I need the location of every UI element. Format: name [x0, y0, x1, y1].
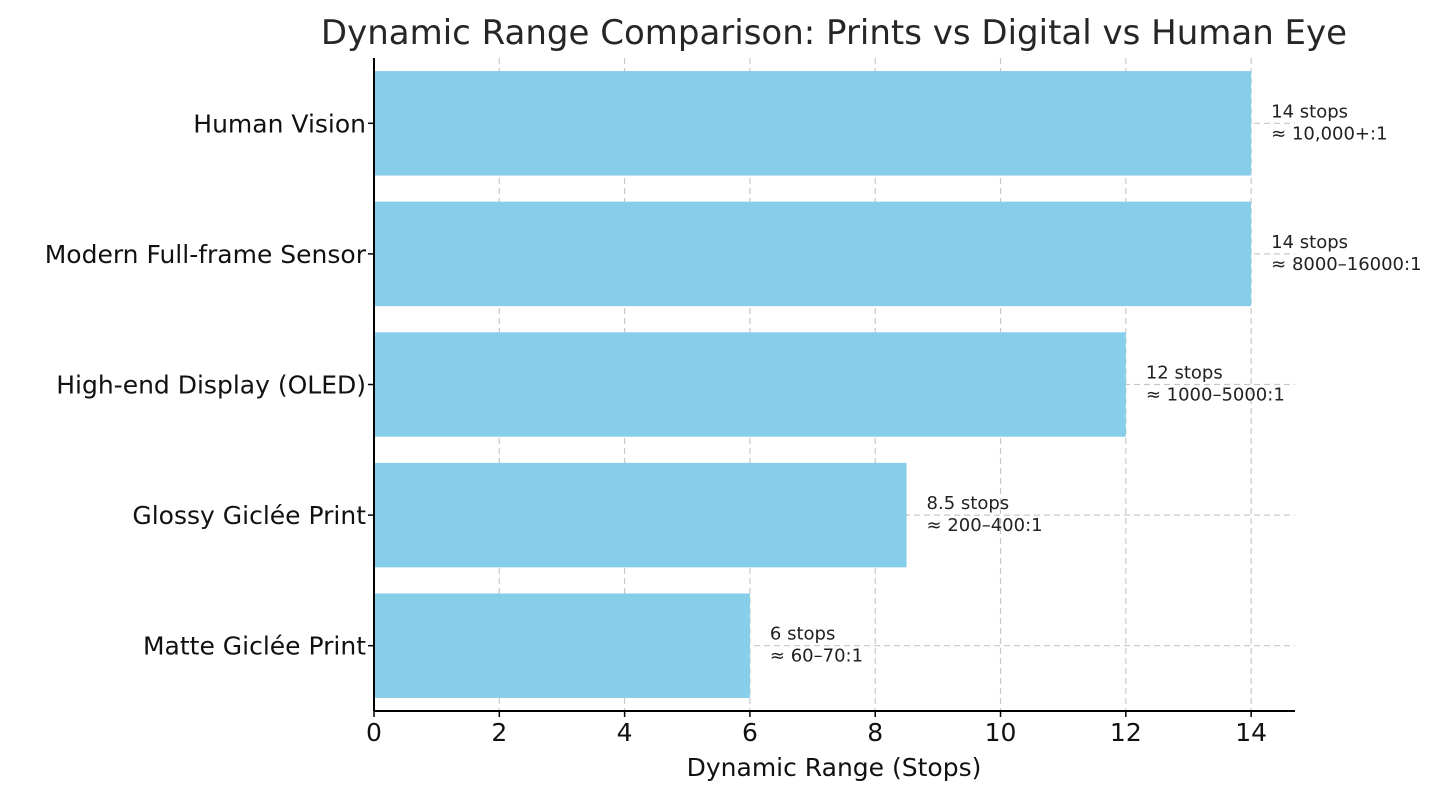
bar	[374, 332, 1126, 437]
bar	[374, 71, 1252, 176]
x-axis-title: Dynamic Range (Stops)	[687, 753, 982, 782]
x-tick-label: 2	[491, 718, 507, 747]
data-label-ratio: ≈ 200–400:1	[927, 515, 1043, 536]
category-label: Modern Full-frame Sensor	[45, 240, 367, 269]
bar	[374, 593, 750, 698]
data-label-ratio: ≈ 60–70:1	[770, 646, 863, 667]
data-label-stops: 8.5 stops	[927, 493, 1010, 514]
bar	[374, 462, 907, 568]
data-label-stops: 14 stops	[1271, 101, 1348, 122]
x-tick-label: 0	[366, 718, 382, 747]
x-tick-label: 6	[742, 718, 758, 747]
data-label-stops: 14 stops	[1271, 232, 1348, 253]
data-label-stops: 12 stops	[1146, 363, 1223, 384]
category-label: High-end Display (OLED)	[56, 371, 366, 400]
category-label: Glossy Giclée Print	[132, 501, 366, 530]
bar	[374, 201, 1252, 307]
data-label-stops: 6 stops	[770, 624, 835, 645]
data-label-ratio: ≈ 8000–16000:1	[1271, 254, 1421, 275]
data-label-ratio: ≈ 1000–5000:1	[1146, 385, 1285, 406]
data-label-ratio: ≈ 10,000+:1	[1271, 123, 1387, 144]
chart-title: Dynamic Range Comparison: Prints vs Digi…	[321, 13, 1347, 53]
x-tick-label: 12	[1110, 718, 1142, 747]
x-tick-label: 8	[867, 718, 883, 747]
x-tick-label: 10	[985, 718, 1017, 747]
data-labels: 14 stops≈ 10,000+:114 stops≈ 8000–16000:…	[770, 101, 1422, 666]
axes: Human Vision Modern Full-frame Sensor High…	[45, 58, 1295, 747]
x-tick-label: 14	[1235, 718, 1267, 747]
x-tick-label: 4	[617, 718, 633, 747]
category-label: Human Vision	[193, 109, 366, 138]
category-label: Matte Giclée Print	[143, 632, 366, 661]
bars	[374, 71, 1252, 698]
